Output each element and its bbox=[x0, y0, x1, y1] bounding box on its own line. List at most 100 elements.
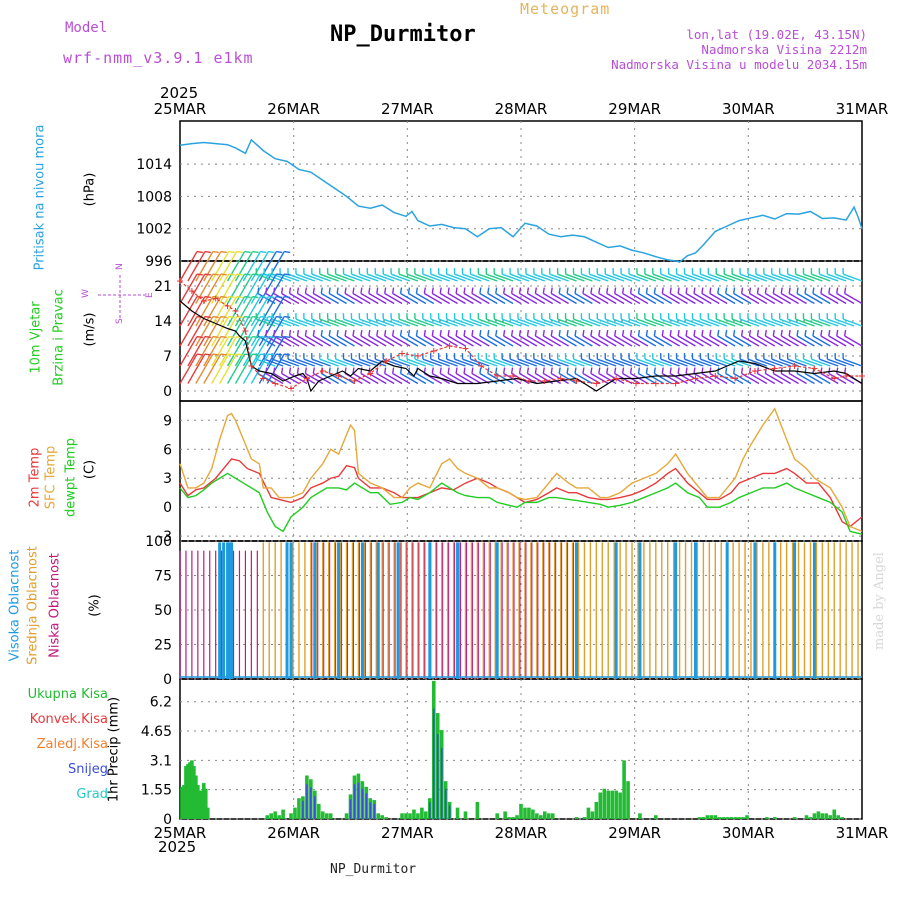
wind-barb bbox=[195, 273, 214, 304]
wind-barb-flag bbox=[407, 287, 411, 294]
wind-barb-flag bbox=[439, 367, 442, 374]
wind-barb bbox=[195, 296, 214, 327]
wind-barb bbox=[501, 318, 522, 327]
wind-barb-flag bbox=[471, 287, 474, 294]
wind-barb-flag bbox=[220, 315, 227, 319]
wind-barb bbox=[446, 318, 466, 327]
wind-barb bbox=[803, 318, 823, 327]
wind-barb bbox=[359, 358, 379, 367]
cloud-high-bar bbox=[337, 542, 341, 679]
wind-barb-flag bbox=[502, 329, 506, 337]
wind-barb bbox=[256, 358, 276, 367]
wind-barb bbox=[289, 292, 308, 305]
wind-barb bbox=[462, 318, 482, 327]
wind-barb bbox=[242, 296, 262, 327]
wind-barb bbox=[495, 292, 514, 305]
precip-total-bar bbox=[412, 809, 416, 819]
wind-barb-flag bbox=[709, 367, 712, 374]
wind-barb-flag bbox=[276, 335, 283, 339]
wind-barb bbox=[367, 273, 387, 282]
precip-total-bar bbox=[400, 813, 404, 819]
wind-barb bbox=[376, 335, 395, 347]
wind-barb-flag bbox=[518, 287, 522, 294]
wind-barb bbox=[343, 273, 363, 282]
legend-snow: Snijeg bbox=[68, 762, 108, 777]
wind-barb-flag bbox=[344, 287, 347, 294]
wind-barb bbox=[519, 292, 538, 305]
wind-barb-flag bbox=[471, 367, 474, 374]
wind-barb-flag bbox=[252, 315, 259, 319]
year-label-bottom: 2025 bbox=[158, 838, 197, 856]
wind-barb-flag bbox=[669, 287, 672, 294]
wind-barb bbox=[676, 318, 696, 327]
wind-barb bbox=[525, 358, 546, 367]
wind-barb bbox=[438, 358, 458, 367]
wind-barb bbox=[606, 335, 625, 347]
wind-barb bbox=[820, 335, 839, 347]
wind-barb-flag bbox=[284, 353, 291, 356]
precip-total-bar bbox=[741, 817, 745, 819]
wind-barb-flag bbox=[550, 287, 553, 294]
wind-barb bbox=[478, 358, 498, 367]
wind-barb bbox=[573, 273, 593, 282]
wind-barb-flag bbox=[399, 287, 403, 294]
wind-barb-flag bbox=[693, 287, 696, 294]
wind-barb-flag bbox=[260, 335, 267, 339]
wind-barb bbox=[226, 273, 246, 304]
wind-barb bbox=[495, 335, 514, 347]
wind-barb bbox=[303, 273, 323, 282]
wind-barb-flag bbox=[268, 273, 275, 276]
gust-marker bbox=[248, 363, 255, 369]
wind-barb bbox=[803, 273, 823, 282]
y-tick-label-precip: 0 bbox=[163, 812, 172, 828]
wind-barb bbox=[606, 292, 625, 305]
wind-barb bbox=[763, 273, 783, 282]
wind-barb bbox=[179, 353, 198, 384]
wind-barb bbox=[636, 273, 657, 282]
wind-barb-flag bbox=[368, 287, 371, 294]
wind-barb bbox=[305, 335, 324, 347]
wind-barb bbox=[557, 318, 577, 327]
wind-barb bbox=[644, 318, 664, 327]
y-tick-label-temp: -3 bbox=[158, 529, 172, 545]
wind-barb-flag bbox=[328, 329, 331, 337]
wind-barb-flag bbox=[368, 329, 371, 337]
wind-barb bbox=[462, 358, 482, 367]
wind-barb bbox=[501, 358, 522, 367]
precip-total-bar bbox=[328, 813, 333, 819]
precip-total-bar bbox=[832, 809, 837, 819]
wind-barb bbox=[566, 335, 585, 347]
wind-barb-flag bbox=[228, 250, 235, 254]
wind-barb-flag bbox=[582, 367, 585, 374]
wind-barb bbox=[258, 273, 277, 304]
wind-barb bbox=[463, 292, 482, 305]
wind-barb bbox=[250, 251, 269, 282]
wind-barb bbox=[478, 318, 498, 327]
precip-total-bar bbox=[198, 790, 202, 819]
wind-barb bbox=[716, 318, 736, 327]
precip-snow-bar bbox=[448, 805, 451, 819]
cloud-high-bar bbox=[228, 542, 232, 679]
gust-marker bbox=[478, 363, 485, 369]
cloud-high-bar bbox=[218, 542, 222, 679]
precip-total-bar bbox=[840, 817, 844, 819]
wind-barb bbox=[749, 335, 768, 347]
wind-barb-flag bbox=[526, 287, 530, 294]
wind-barb bbox=[266, 353, 285, 384]
wind-barb bbox=[319, 358, 339, 367]
wind-barb bbox=[731, 273, 752, 282]
wind-barb-flag bbox=[804, 287, 807, 294]
wind-barb bbox=[581, 273, 601, 282]
wind-barb-flag bbox=[384, 287, 387, 294]
wind-barb-flag bbox=[542, 329, 545, 337]
wind-barb-flag bbox=[614, 287, 617, 294]
wind-barb bbox=[739, 318, 760, 327]
compass-n: N bbox=[115, 263, 125, 270]
wind-barb bbox=[424, 372, 443, 385]
wind-barb bbox=[203, 353, 222, 384]
wind-barb-flag bbox=[518, 367, 522, 374]
cloud-high-bar bbox=[575, 542, 579, 679]
wind-barb bbox=[811, 318, 831, 327]
x-tick-label-bottom: 31MAR bbox=[836, 824, 889, 842]
wind-barb-flag bbox=[280, 329, 284, 337]
